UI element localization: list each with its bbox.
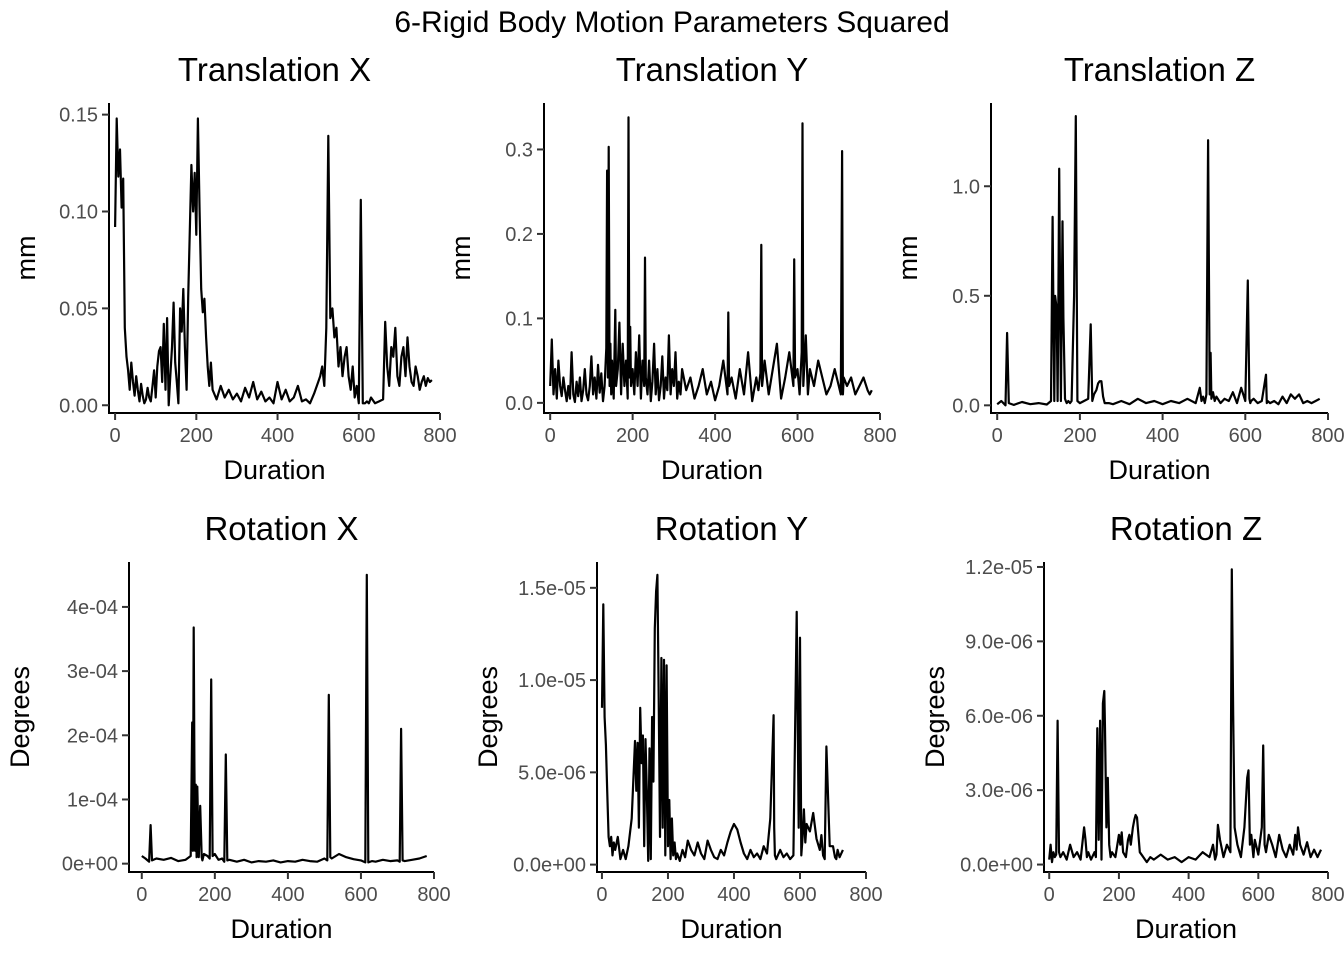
x-tick-label: 600	[344, 884, 377, 906]
chart-panel: Rotation Z Duration Degrees 0 200 400 600 800 0.…	[920, 510, 1344, 944]
chart-title: Rotation Y	[655, 510, 809, 547]
chart-panel: Rotation X Duration Degrees 0 200 400 600 800 0e…	[5, 510, 451, 944]
y-tick-label: 0.10	[59, 202, 98, 224]
y-tick-label: 1.0	[952, 176, 980, 198]
x-tick-label: 200	[651, 884, 684, 906]
x-tick-label: 400	[271, 884, 304, 906]
y-tick-label: 0.3	[505, 139, 533, 161]
x-tick-label: 600	[781, 425, 814, 447]
y-tick-label: 3e-04	[67, 661, 118, 683]
x-tick-label: 800	[849, 884, 882, 906]
y-tick-label: 5.0e-06	[518, 762, 586, 784]
y-axis-label: Degrees	[5, 666, 35, 768]
chart-panel: Translation X Duration mm 0 200 400 600 800 0.00…	[11, 51, 457, 485]
x-tick-label: 800	[423, 425, 456, 447]
x-tick-label: 400	[1172, 884, 1205, 906]
x-tick-label: 600	[1229, 425, 1262, 447]
y-tick-label: 0.0	[952, 395, 980, 417]
x-tick-label: 200	[180, 425, 213, 447]
figure-suptitle: 6-Rigid Body Motion Parameters Squared	[394, 6, 949, 39]
x-tick-label: 0	[110, 425, 121, 447]
y-tick-label: 0.1	[505, 308, 533, 330]
x-tick-label: 600	[783, 884, 816, 906]
x-tick-label: 200	[616, 425, 649, 447]
y-tick-label: 0.0e+00	[513, 855, 586, 877]
x-tick-label: 400	[1146, 425, 1179, 447]
y-tick-label: 0.2	[505, 224, 533, 246]
y-tick-label: 0e+00	[62, 854, 118, 876]
y-axis-label: mm	[893, 236, 923, 281]
y-tick-label: 0.5	[952, 286, 980, 308]
x-axis-label: Duration	[1135, 914, 1237, 944]
x-tick-label: 400	[261, 425, 294, 447]
x-tick-label: 400	[698, 425, 731, 447]
y-tick-label: 6.0e-06	[965, 706, 1033, 728]
x-tick-label: 0	[992, 425, 1003, 447]
series-line	[600, 573, 844, 863]
chart-panel: Rotation Y Duration Degrees 0 200 400 600 800 0.…	[473, 510, 883, 944]
x-tick-label: 200	[1063, 425, 1096, 447]
y-tick-label: 2e-04	[67, 725, 118, 747]
chart-panel: Translation Z Duration mm 0 200 400 600 800 0.0 0…	[893, 51, 1344, 485]
x-axis-label: Duration	[680, 914, 782, 944]
chart-title: Translation X	[178, 51, 371, 88]
x-tick-label: 0	[1044, 884, 1055, 906]
x-tick-label: 0	[136, 884, 147, 906]
y-axis-label: Degrees	[473, 666, 503, 768]
x-tick-label: 600	[1242, 884, 1275, 906]
chart-title: Rotation Z	[1110, 510, 1262, 547]
x-tick-label: 800	[1311, 884, 1344, 906]
x-tick-label: 0	[596, 884, 607, 906]
y-tick-label: 1.0e-05	[518, 670, 586, 692]
x-axis-label: Duration	[1108, 455, 1210, 485]
y-axis-label: Degrees	[920, 666, 950, 768]
series-line	[549, 116, 873, 404]
x-axis-label: Duration	[230, 914, 332, 944]
x-tick-label: 800	[1311, 425, 1344, 447]
y-tick-label: 0.00	[59, 395, 98, 417]
y-tick-label: 0.0	[505, 393, 533, 415]
y-axis-label: mm	[446, 236, 476, 281]
x-axis-label: Duration	[661, 455, 763, 485]
series-line	[114, 117, 433, 407]
y-axis-label: mm	[11, 236, 41, 281]
y-tick-label: 9.0e-06	[965, 631, 1033, 653]
chart-panel: Translation Y Duration mm 0 200 400 600 800 0.0 0…	[446, 51, 897, 485]
x-tick-label: 200	[198, 884, 231, 906]
y-tick-label: 4e-04	[67, 597, 118, 619]
y-tick-label: 1.2e-05	[965, 557, 1033, 579]
x-tick-label: 200	[1102, 884, 1135, 906]
chart-title: Translation Y	[616, 51, 809, 88]
x-tick-label: 800	[863, 425, 896, 447]
y-tick-label: 0.05	[59, 298, 98, 320]
series-line	[996, 114, 1321, 407]
x-axis-label: Duration	[223, 455, 325, 485]
chart-title: Rotation X	[204, 510, 358, 547]
x-tick-label: 600	[342, 425, 375, 447]
x-tick-label: 400	[717, 884, 750, 906]
series-line	[141, 573, 428, 864]
y-tick-label: 1.5e-05	[518, 578, 586, 600]
y-tick-label: 3.0e-06	[965, 780, 1033, 802]
y-tick-label: 0.15	[59, 105, 98, 127]
chart-title: Translation Z	[1064, 51, 1255, 88]
series-line	[1048, 568, 1322, 864]
y-tick-label: 0.0e+00	[960, 855, 1033, 877]
y-tick-label: 1e-04	[67, 789, 118, 811]
x-tick-label: 0	[545, 425, 556, 447]
x-tick-label: 800	[417, 884, 450, 906]
